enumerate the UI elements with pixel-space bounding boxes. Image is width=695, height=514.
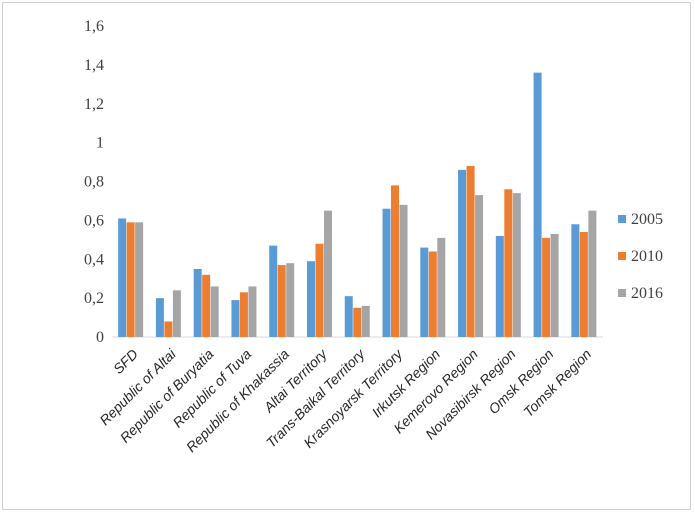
bar: [437, 237, 446, 337]
bar: [458, 169, 467, 337]
bar: [323, 210, 332, 337]
bar: [277, 265, 286, 337]
bar: [466, 165, 475, 337]
bar: [193, 268, 202, 337]
y-tick-label: 0,4: [84, 251, 104, 268]
bar: [315, 243, 324, 337]
legend-label: 2005: [631, 211, 663, 228]
bar: [550, 233, 559, 337]
legend-swatch: [618, 252, 626, 260]
bar: [286, 263, 295, 337]
bar: [239, 292, 248, 337]
bar: [361, 305, 370, 337]
bar: [248, 286, 257, 337]
legend-swatch: [618, 289, 626, 297]
bar: [495, 235, 504, 337]
y-tick-label: 0: [96, 329, 104, 346]
bar: [399, 204, 408, 337]
bar: [269, 245, 278, 337]
bar: [533, 72, 542, 338]
bar: [155, 298, 164, 338]
bar: [420, 247, 429, 337]
bar: [164, 321, 173, 337]
bar: [231, 300, 240, 337]
bar: [475, 195, 484, 337]
legend-label: 2010: [631, 248, 663, 265]
bar: [135, 222, 144, 337]
y-tick-label: 0,2: [84, 290, 104, 307]
bar: [382, 208, 391, 337]
bar: [353, 307, 362, 337]
x-tick-label: Tomsk Region: [520, 346, 594, 420]
bar: [210, 286, 219, 337]
bar: [202, 274, 211, 337]
bar: [306, 261, 315, 337]
y-tick-label: 1,2: [84, 96, 104, 113]
bar: [391, 185, 400, 337]
bar: [126, 222, 135, 337]
legend-label: 2016: [631, 285, 663, 302]
bar: [542, 237, 551, 337]
bar: [118, 218, 127, 337]
bar: [579, 232, 588, 337]
y-tick-label: 1,4: [84, 57, 104, 74]
bar: [504, 189, 513, 337]
x-tick-label: SFD: [110, 346, 141, 377]
legend-swatch: [618, 215, 626, 223]
bar: [428, 251, 437, 337]
y-tick-label: 1: [96, 135, 104, 152]
bar: [512, 193, 521, 337]
y-tick-label: 0,8: [84, 174, 104, 191]
bar: [571, 224, 580, 337]
bar: [588, 210, 597, 337]
y-tick-label: 0,6: [84, 212, 104, 229]
bar: [344, 296, 353, 337]
y-tick-label: 1,6: [84, 18, 104, 35]
bar: [172, 290, 181, 337]
